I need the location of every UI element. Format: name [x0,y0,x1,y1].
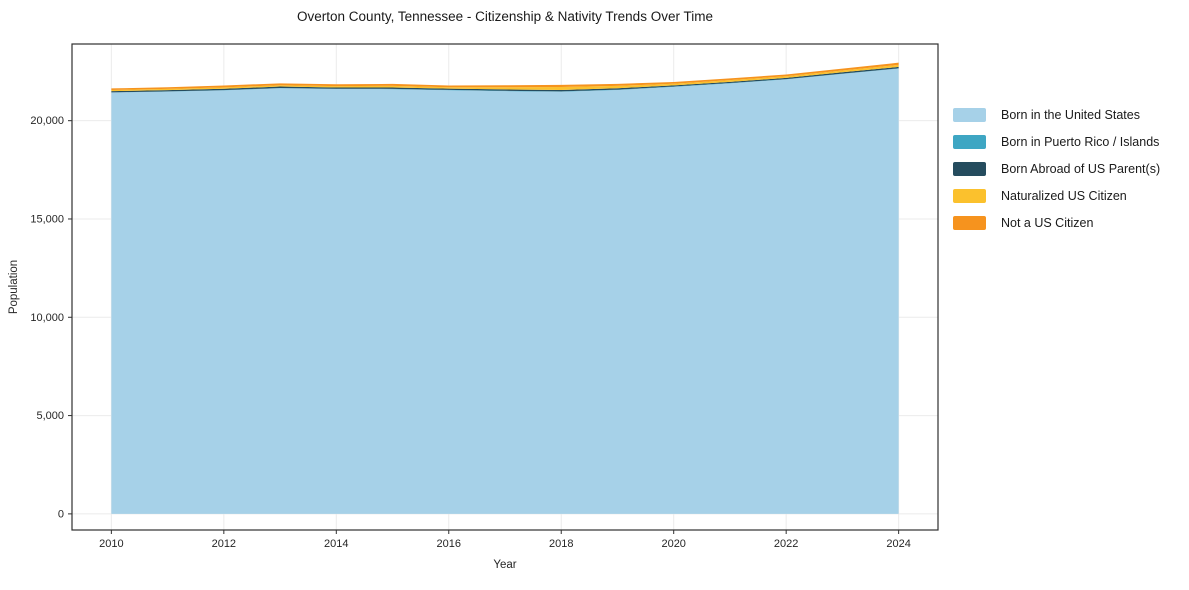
x-tick-label: 2016 [437,538,461,550]
legend-label: Naturalized US Citizen [1001,188,1127,203]
legend-swatch-born-us [953,107,986,122]
x-axis-label: Year [493,559,517,571]
x-tick-label: 2010 [99,538,123,550]
legend-item: Not a US Citizen [953,209,1160,236]
x-tick-label: 2020 [661,538,685,550]
area-series-4 [111,62,899,90]
x-tick-label: 2014 [324,538,348,550]
legend-swatch-born-abroad [953,161,986,176]
legend-item: Naturalized US Citizen [953,182,1160,209]
legend-label: Not a US Citizen [1001,215,1094,230]
y-tick-label: 15,000 [30,213,64,225]
y-tick-label: 5,000 [36,410,64,422]
x-tick-label: 2022 [774,538,798,550]
stacked-areas [111,62,899,514]
x-tick-label: 2012 [212,538,236,550]
legend-swatch-not-citizen [953,215,986,230]
legend: Born in the United States Born in Puerto… [953,101,1160,236]
legend-label: Born in Puerto Rico / Islands [1001,134,1160,149]
x-tick-label: 2024 [886,538,910,550]
x-tick-label: 2018 [549,538,573,550]
axis-tick-labels: 2010 2012 2014 2016 2018 2020 2022 2024 0 5,000 10… [30,115,911,550]
legend-item: Born Abroad of US Parent(s) [953,155,1160,182]
plot-frame [71,43,939,531]
area-series-3 [111,64,899,92]
legend-item: Born in Puerto Rico / Islands [953,128,1160,155]
legend-label: Born Abroad of US Parent(s) [1001,161,1161,176]
legend-item: Born in the United States [953,101,1160,128]
area-series-2 [111,66,899,93]
chart-title: Overton County, Tennessee - Citizenship … [297,9,713,24]
legend-label: Born in the United States [1001,107,1140,122]
area-series-0 [111,68,899,514]
y-tick-label: 20,000 [30,115,64,127]
axis-ticks [68,120,900,534]
y-tick-label: 0 [58,508,64,520]
legend-swatch-puerto-rico [953,134,986,149]
y-tick-label: 10,000 [30,312,64,324]
y-axis-label: Population [8,259,20,315]
legend-swatch-naturalized [953,188,986,203]
